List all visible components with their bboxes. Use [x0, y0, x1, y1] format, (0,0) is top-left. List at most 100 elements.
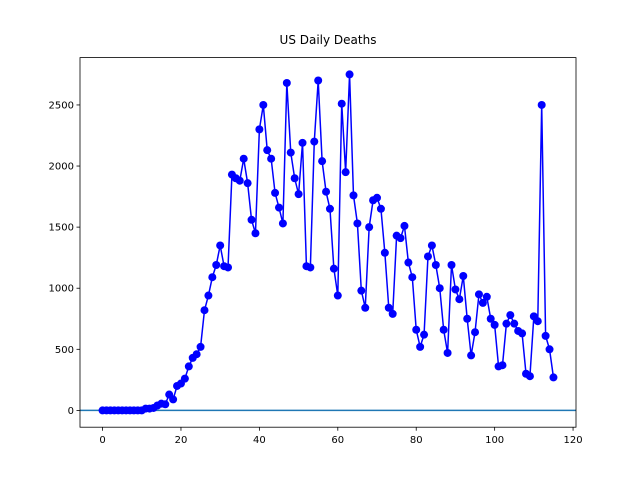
data-point: [471, 328, 480, 337]
data-point: [443, 348, 452, 357]
data-point: [224, 263, 233, 272]
data-point: [294, 190, 303, 199]
data-point: [388, 309, 397, 318]
data-point: [310, 137, 319, 146]
data-point: [490, 320, 499, 329]
data-point: [243, 179, 252, 188]
x-tick-label: 120: [564, 435, 583, 446]
data-point: [502, 319, 511, 328]
x-tick-label: 100: [485, 435, 504, 446]
data-point: [290, 174, 299, 183]
y-tick-label: 500: [55, 345, 74, 356]
data-point: [235, 176, 244, 185]
data-point: [400, 221, 409, 230]
data-point: [239, 154, 248, 163]
data-point: [537, 100, 546, 109]
x-tick-label: 60: [331, 435, 344, 446]
data-point: [420, 330, 429, 339]
y-tick-label: 0: [68, 406, 74, 417]
chart-title: US Daily Deaths: [280, 33, 377, 47]
data-point: [255, 125, 264, 134]
data-point: [306, 263, 315, 272]
data-point: [474, 290, 483, 299]
data-point: [318, 157, 327, 166]
data-point: [459, 272, 468, 280]
data-point: [180, 374, 189, 383]
data-point: [192, 350, 201, 359]
data-point: [325, 204, 334, 213]
x-tick-label: 20: [175, 435, 188, 446]
x-tick-label: 40: [253, 435, 266, 446]
data-point: [184, 362, 193, 371]
x-tick-label: 80: [410, 435, 423, 446]
data-point: [337, 99, 346, 108]
data-point: [345, 70, 354, 79]
data-point: [208, 273, 217, 282]
data-point: [271, 188, 280, 197]
data-point: [431, 261, 440, 270]
data-point: [204, 291, 213, 300]
data-point: [329, 264, 338, 273]
data-point: [353, 219, 362, 228]
data-point: [365, 223, 374, 232]
data-point: [259, 100, 268, 109]
data-point: [427, 241, 436, 250]
data-point: [482, 292, 491, 301]
data-point: [200, 306, 209, 315]
data-point: [423, 252, 432, 261]
data-point: [376, 204, 385, 213]
data-point: [274, 203, 283, 212]
y-tick-label: 1000: [49, 284, 74, 295]
data-point: [361, 303, 370, 312]
data-point: [263, 146, 272, 155]
data-point: [333, 291, 342, 300]
data-point: [541, 331, 550, 340]
data-point: [506, 311, 515, 320]
data-point: [447, 261, 456, 270]
data-point: [549, 373, 558, 382]
data-point: [455, 295, 464, 304]
data-point: [169, 395, 178, 404]
data-point: [545, 345, 554, 354]
data-point: [247, 215, 256, 224]
data-point: [314, 76, 323, 85]
data-point: [412, 325, 421, 334]
data-point: [298, 138, 307, 147]
data-point: [286, 148, 295, 157]
data-point: [498, 361, 507, 370]
data-point: [357, 286, 366, 295]
data-point: [478, 298, 487, 307]
data-point: [282, 78, 291, 87]
data-point: [439, 325, 448, 334]
data-point: [463, 314, 472, 323]
data-point: [278, 219, 287, 228]
data-point: [525, 372, 534, 381]
data-point: [435, 284, 444, 293]
y-tick-label: 1500: [49, 223, 74, 234]
x-tick-label: 0: [99, 435, 105, 446]
data-point: [212, 261, 221, 270]
data-point: [404, 258, 413, 267]
data-point: [467, 351, 476, 360]
data-point: [408, 273, 417, 282]
data-point: [349, 191, 358, 200]
data-point: [518, 329, 527, 338]
data-point: [533, 317, 542, 326]
data-point: [341, 168, 350, 177]
data-point: [251, 229, 260, 238]
data-point: [486, 314, 495, 323]
plot-frame: [79, 57, 577, 428]
y-tick-label: 2500: [49, 100, 74, 111]
data-point: [267, 154, 276, 163]
data-point: [416, 342, 425, 351]
data-point: [380, 248, 389, 257]
y-tick-label: 2000: [49, 162, 74, 173]
data-point: [384, 303, 393, 312]
data-point: [396, 234, 405, 243]
data-point: [510, 319, 519, 328]
data-point: [196, 342, 205, 351]
data-point: [161, 400, 170, 409]
data-point: [216, 241, 225, 250]
data-point: [373, 193, 382, 202]
